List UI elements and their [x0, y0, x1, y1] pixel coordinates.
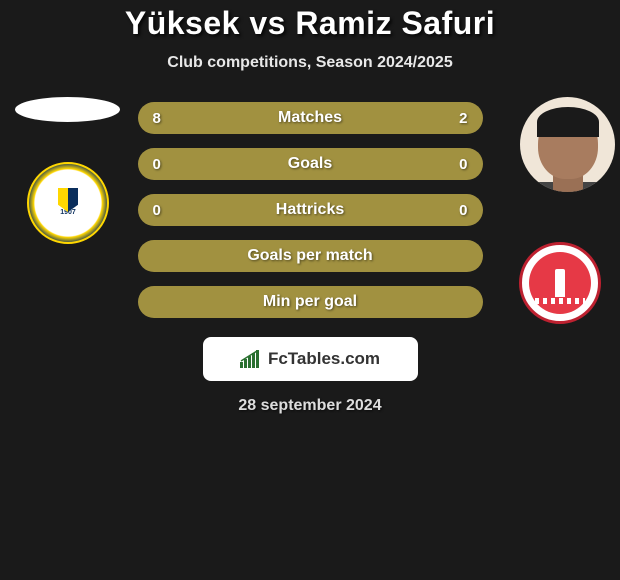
player-right-photo	[520, 97, 615, 192]
stat-row-matches: 8 Matches 2	[138, 102, 483, 134]
stat-left-value: 0	[153, 156, 161, 173]
stat-right-value: 0	[459, 156, 467, 173]
bar-chart-icon	[240, 350, 262, 368]
stat-right-value: 0	[459, 202, 467, 219]
stat-row-goals: 0 Goals 0	[138, 148, 483, 180]
date-text: 28 september 2024	[238, 397, 381, 415]
stat-label: Hattricks	[276, 201, 344, 219]
stat-row-hattricks: 0 Hattricks 0	[138, 194, 483, 226]
stat-row-goals-per-match: Goals per match	[138, 240, 483, 272]
subtitle: Club competitions, Season 2024/2025	[167, 54, 452, 72]
brand-text: FcTables.com	[268, 349, 380, 369]
stat-left-value: 0	[153, 202, 161, 219]
stat-label: Matches	[278, 109, 342, 127]
stat-label: Goals per match	[247, 247, 372, 265]
team-logo-right	[519, 242, 601, 324]
page-title: Yüksek vs Ramiz Safuri	[125, 5, 495, 42]
stat-row-min-per-goal: Min per goal	[138, 286, 483, 318]
stat-left-value: 8	[153, 110, 161, 127]
stat-label: Min per goal	[263, 293, 357, 311]
stat-label: Goals	[288, 155, 332, 173]
stat-right-value: 2	[459, 110, 467, 127]
team-logo-left: 1907	[27, 162, 109, 244]
player-left-photo	[15, 97, 120, 122]
brand-badge[interactable]: FcTables.com	[203, 337, 418, 381]
stats-area: 1907 8 Matches 2 0 Goals 0 0 Hattricks 0	[0, 102, 620, 415]
